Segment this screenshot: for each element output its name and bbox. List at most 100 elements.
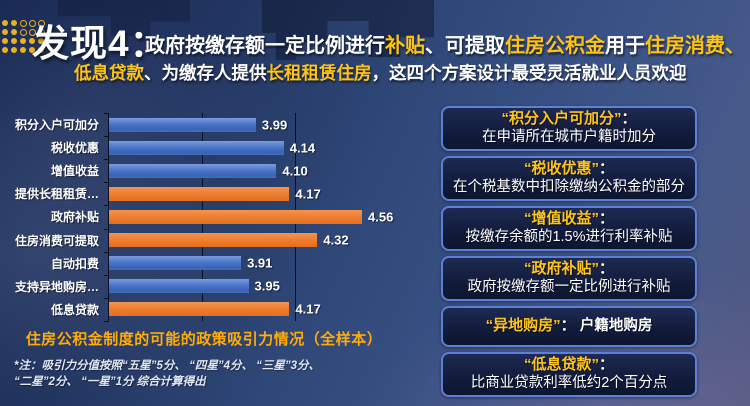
bar: [109, 163, 277, 178]
bar: [109, 140, 284, 155]
bar-value-label: 4.14: [289, 140, 316, 156]
dot-icon: [38, 38, 44, 44]
info-box: “政府补贴”： 政府按缴存额一定比例进行补贴: [441, 256, 697, 301]
axis-tick: [104, 229, 109, 230]
category-label: 税收优惠: [50, 141, 99, 156]
dot-icon: [11, 29, 17, 35]
info-box-title: “异地购房”： 户籍地购房: [485, 317, 653, 334]
headline-segment: 政府按缴存额一定比例进行: [145, 35, 385, 57]
info-box-desc: 比商业贷款利率低约2个百分点: [470, 375, 668, 391]
axis-tick: [104, 298, 109, 299]
headline-line2: 低息贷款、为缴存人提供长租租赁住房，这四个方案设计最受灵活就业人员欢迎: [74, 60, 687, 85]
bar-value-label: 4.17: [295, 186, 321, 202]
category-label: 支持异地购房…: [14, 279, 99, 294]
headline-segment: ，这四个方案设计最受灵活就业人员欢迎: [371, 63, 687, 83]
dots-grid-icon: [2, 20, 47, 56]
axis-tick: [104, 275, 109, 276]
dot-icon: [20, 29, 27, 36]
dot-icon: [11, 47, 17, 53]
info-box: “低息贷款”： 比商业贷款利率低约2个百分点: [441, 352, 697, 397]
headline-segment: 住房消费: [645, 35, 725, 57]
headline-segment: 、: [725, 35, 745, 57]
dot-icon: [20, 47, 26, 53]
headline-segment: 长租租赁住房: [266, 63, 372, 83]
axis-tick: [104, 205, 109, 206]
category-label: 提供长租租赁…: [14, 187, 99, 202]
headline-segment: 用于: [605, 35, 645, 57]
bar: [109, 186, 290, 201]
category-label: 住房消费可提取: [14, 233, 99, 248]
headline-segment: 补贴: [385, 35, 425, 57]
footnote: *注：吸引力分值按照“五星”5分、 “四星”4分、 “三星”3分、 “二星”2分…: [14, 358, 444, 390]
info-box-colon: ：: [621, 110, 637, 127]
bar-chart-plot: 3.99 4.14 4.10 4.17 4.56 4.32 3.91 3.95 4.17: [104, 113, 393, 322]
info-box-desc: 在申请所在城市户籍时加分: [482, 129, 656, 145]
dot-icon: [29, 47, 35, 53]
bar-value-label: 3.95: [254, 278, 280, 294]
info-box-title: “增值收益”：: [523, 210, 615, 227]
info-box-colon: ：: [599, 356, 615, 373]
info-box-colon: ：: [599, 260, 615, 277]
info-box: “积分入户可加分”： 在申请所在城市户籍时加分: [441, 106, 697, 151]
axis-tick: [104, 136, 109, 137]
info-box-desc: 户籍地购房: [579, 318, 653, 334]
bar-value-label: 4.56: [368, 209, 394, 225]
chart-category-labels: 积分入户可加分税收优惠增值收益提供长租租赁… 政府补贴住房消费可提取自动扣费支持异…: [0, 113, 103, 321]
axis-tick: [104, 321, 109, 322]
bar-value-label: 3.99: [261, 117, 288, 133]
footnote-line2: “二星”2分、 “一星”1分 综合计算得出: [14, 376, 206, 388]
dot-icon: [20, 38, 26, 44]
info-box: “税收优惠”： 在个税基数中扣除缴纳公积金的部分: [441, 156, 697, 201]
dot-icon: [29, 38, 35, 44]
chart-caption: 住房公积金制度的可能的政策吸引力情况（全样本）: [25, 331, 383, 348]
info-box-title: “积分入户可加分”：: [501, 110, 637, 127]
dot-icon: [11, 38, 17, 44]
info-box: “异地购房”： 户籍地购房: [441, 306, 697, 347]
axis-tick: [104, 182, 109, 183]
dot-icon: [20, 20, 27, 27]
dot-icon: [38, 20, 45, 27]
info-box-title: “低息贷款”：: [523, 356, 615, 373]
bar: [109, 279, 249, 294]
headline-segment: 低息贷款: [74, 63, 144, 83]
bar-value-label: 4.10: [282, 163, 308, 179]
axis-tick: [104, 159, 109, 160]
dot-icon: [29, 20, 36, 27]
headline-line1: 政府按缴存额一定比例进行补贴、可提取住房公积金用于住房消费、: [145, 29, 745, 58]
category-label: 增值收益: [50, 164, 99, 179]
dot-icon: [38, 47, 44, 53]
info-box-desc: 按缴存余额的1.5%进行利率补贴: [465, 229, 673, 245]
headline-segment: 、为缴存人提供: [144, 63, 267, 83]
dot-icon: [2, 20, 8, 26]
info-box-title: “税收优惠”：: [523, 160, 615, 177]
info-box-title: “政府补贴”：: [523, 260, 615, 277]
info-box-colon: ：: [560, 317, 580, 334]
dot-icon: [2, 47, 8, 53]
info-box-colon: ：: [599, 160, 615, 177]
axis-tick: [104, 113, 109, 114]
category-label: 政府补贴: [50, 210, 99, 225]
headline-segment: 住房公积金: [505, 35, 605, 57]
dot-icon: [29, 29, 36, 36]
info-box-desc: 政府按缴存额一定比例进行补贴: [467, 279, 671, 295]
bar-value-label: 3.91: [247, 255, 273, 271]
category-label: 积分入户可加分: [14, 118, 99, 133]
dot-icon: [2, 29, 8, 35]
dot-icon: [2, 38, 8, 44]
dot-icon: [38, 29, 45, 36]
bar: [109, 117, 256, 132]
info-box-colon: ：: [599, 210, 615, 227]
info-box-list: “积分入户可加分”： 在申请所在城市户籍时加分 “税收优惠”： 在个税基数中扣除缴纳公…: [441, 106, 697, 397]
bar-value-label: 4.17: [295, 301, 321, 317]
footnote-line1: *注：吸引力分值按照“五星”5分、 “四星”4分、 “三星”3分、: [14, 360, 321, 372]
category-label: 自动扣费: [50, 256, 99, 271]
finding-label: 发现4：: [32, 23, 168, 64]
bar: [109, 302, 290, 317]
category-label: 低息贷款: [50, 302, 99, 317]
axis-tick: [104, 252, 109, 253]
bar: [109, 256, 242, 271]
info-box-desc: 在个税基数中扣除缴纳公积金的部分: [453, 179, 685, 195]
dot-icon: [11, 20, 17, 26]
headline-segment: 、可提取: [425, 35, 505, 57]
